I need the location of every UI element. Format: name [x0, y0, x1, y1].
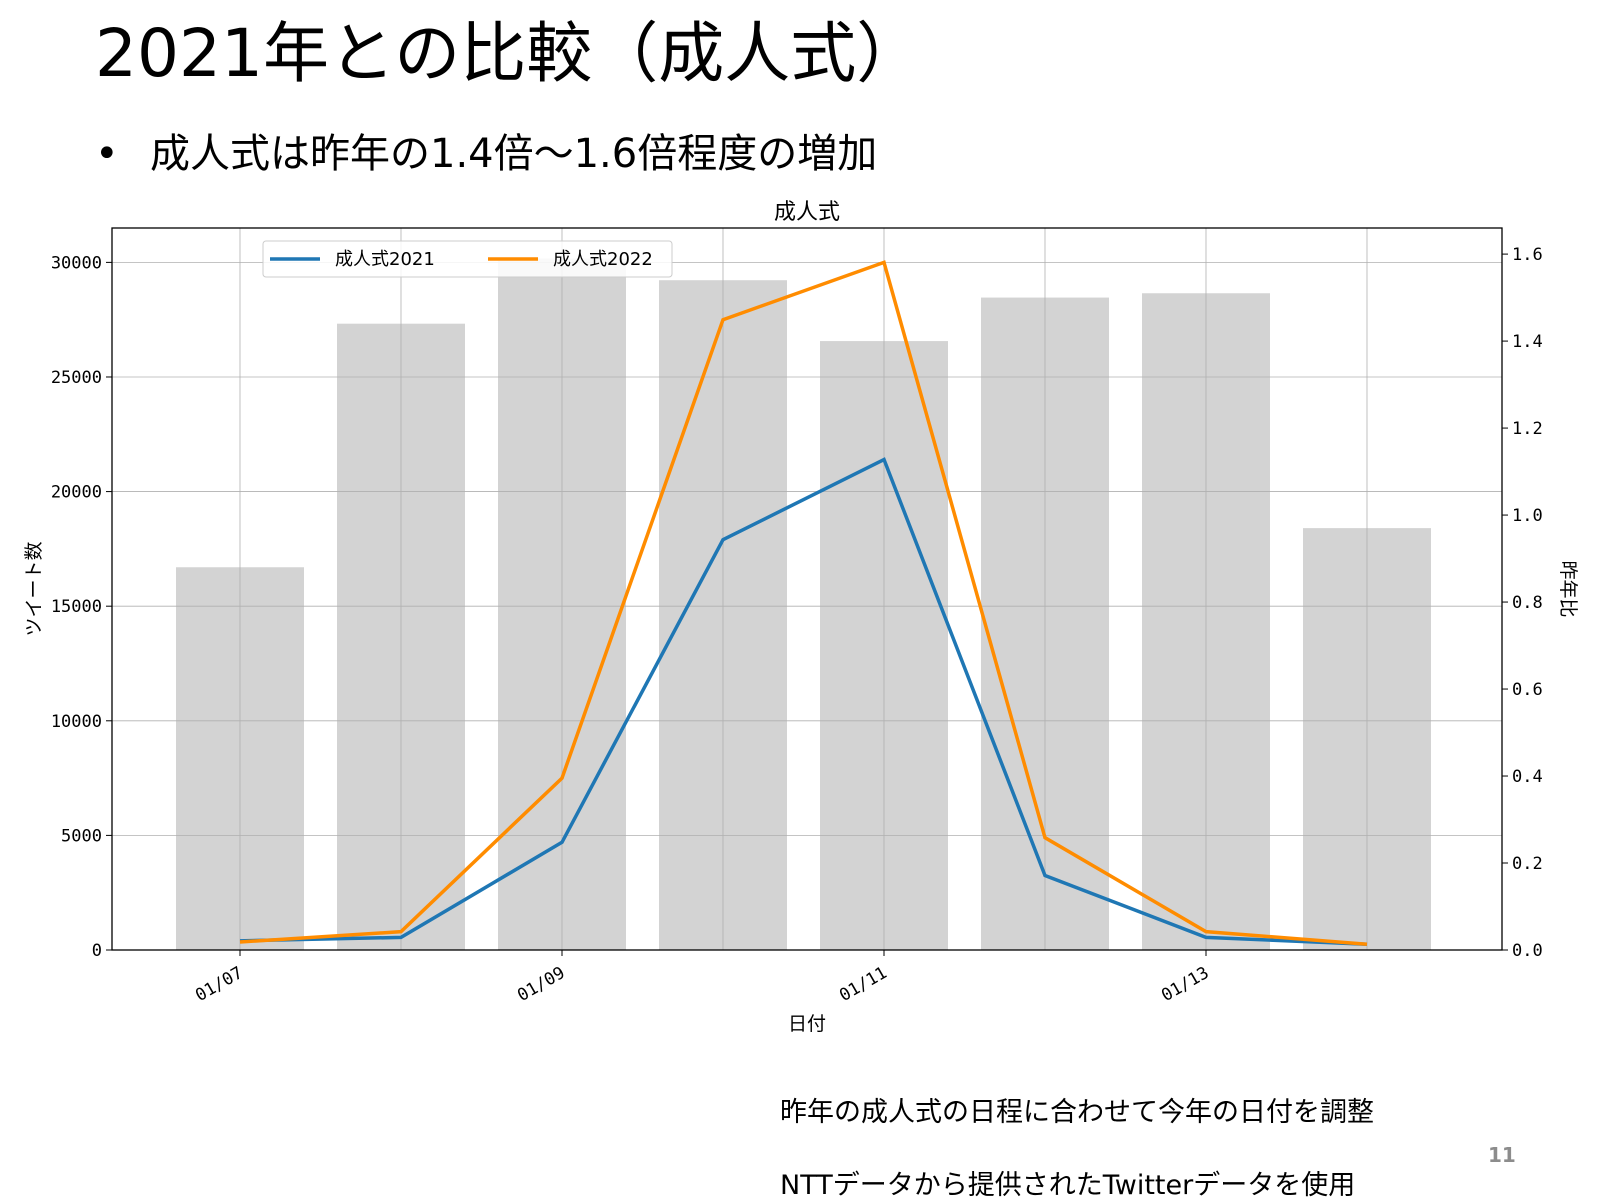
x-axis-label: 日付	[788, 1013, 826, 1035]
bar-layer	[176, 258, 1431, 951]
y-axis-label-left: ツイート数	[23, 541, 45, 636]
note-date-adjustment: 昨年の成人式の日程に合わせて今年の日付を調整	[780, 1097, 1374, 1128]
y-tick-label-left: 30000	[51, 253, 102, 273]
x-tick-label: 01/13	[1158, 963, 1212, 1006]
legend-label-2021: 成人式2021	[335, 249, 435, 270]
chart: 0 5000 10000 15000 20000 25000 30000 0.0 0.2 0.4 0…	[23, 200, 1579, 1035]
y-tick-label-right: 0.6	[1512, 680, 1543, 700]
y-axis-label-right: 昨年比	[1557, 560, 1579, 617]
y-tick-label-right: 1.0	[1512, 506, 1543, 526]
grid-layer	[112, 228, 1502, 951]
slide-title: 2021年との比較（成人式）	[95, 15, 923, 92]
series-line	[239, 260, 1368, 947]
y-tick-label-right: 0.4	[1512, 767, 1543, 787]
x-tick-label: 01/11	[836, 963, 890, 1006]
legend-label-2022: 成人式2022	[553, 249, 653, 270]
y-tick-label-left: 15000	[51, 597, 102, 617]
y-tick-label-right: 1.2	[1512, 419, 1543, 439]
bullet-marker: •	[95, 131, 119, 177]
legend: 成人式2021 成人式2022	[262, 240, 673, 278]
y-tick-label-right: 1.6	[1512, 245, 1543, 265]
x-tick-label: 01/09	[514, 963, 568, 1006]
y-tick-label-right: 0.0	[1512, 941, 1543, 961]
y-tick-label-right: 1.4	[1512, 332, 1543, 352]
y-tick-label-left: 25000	[51, 368, 102, 388]
legend-box	[262, 240, 673, 278]
y-tick-label-right: 0.8	[1512, 593, 1543, 613]
line-layer	[239, 260, 1368, 947]
note-data-source: NTTデータから提供されたTwitterデータを使用	[780, 1170, 1356, 1201]
y-tick-label-left: 0	[92, 941, 102, 961]
bullet-text: 成人式は昨年の1.4倍～1.6倍程度の増加	[150, 131, 878, 177]
y-tick-label-left: 10000	[51, 712, 102, 732]
y-tick-label-left: 20000	[51, 483, 102, 503]
chart-title: 成人式	[774, 200, 840, 225]
page-number: 11	[1488, 1143, 1516, 1167]
y-tick-label-left: 5000	[61, 826, 102, 846]
y-tick-label-right: 0.2	[1512, 854, 1543, 874]
plot-frame	[111, 227, 1503, 951]
series-line	[239, 457, 1368, 947]
bullet-point: • 成人式は昨年の1.4倍～1.6倍程度の増加	[95, 130, 877, 178]
x-tick-label: 01/07	[192, 963, 246, 1006]
